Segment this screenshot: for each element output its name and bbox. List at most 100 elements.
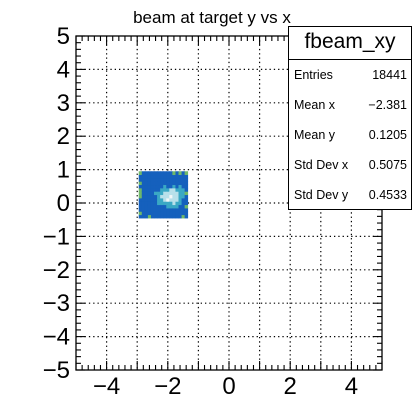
heatmap-cell <box>138 187 143 192</box>
heatmap-cell <box>172 201 176 206</box>
heatmap-cell <box>160 214 164 219</box>
heatmap-cell <box>169 184 173 189</box>
heatmap-cell <box>160 174 164 179</box>
heatmap-cell <box>184 214 189 219</box>
heatmap-cell <box>157 177 161 182</box>
heatmap-cell <box>178 184 182 189</box>
heatmap-cell <box>169 171 173 176</box>
heatmap-cell <box>166 171 170 176</box>
stats-value: 18441 <box>372 68 407 82</box>
heatmap-cell <box>147 197 152 202</box>
heatmap-cell <box>178 214 182 219</box>
y-tick-label: −2 <box>43 257 70 284</box>
heatmap-cell <box>154 211 158 216</box>
heatmap-cell <box>157 214 161 219</box>
heatmap-cell <box>166 184 170 189</box>
y-tick-label: 3 <box>57 90 70 117</box>
heatmap-cell <box>147 181 152 186</box>
heatmap-cell <box>181 174 186 179</box>
heatmap-cell <box>154 208 158 212</box>
heatmap-cell <box>184 197 189 202</box>
x-tick-labels: −4 −2 0 2 4 <box>93 373 358 397</box>
heatmap-cell <box>172 187 176 192</box>
heatmap-cell <box>166 187 170 192</box>
stats-label: Mean x <box>294 98 335 112</box>
heatmap-cell <box>178 201 182 206</box>
stats-title: fbeam_xy <box>289 27 411 60</box>
heatmap-cell <box>147 194 152 199</box>
heatmap-cell <box>175 214 179 219</box>
heatmap-cell <box>154 194 158 199</box>
heatmap-cell <box>141 177 146 182</box>
heatmap-cell <box>178 204 182 209</box>
stats-label: Entries <box>294 68 333 82</box>
heatmap-cell <box>172 197 176 202</box>
heatmap-cell <box>160 201 164 206</box>
heatmap-cell <box>163 201 167 206</box>
heatmap-cell <box>175 208 179 212</box>
heatmap-cell <box>154 197 158 202</box>
heatmap-cell <box>178 177 182 182</box>
heatmap-cell <box>160 187 164 192</box>
heatmap-cell <box>150 194 155 199</box>
heatmap-cell <box>166 211 170 216</box>
heatmap-cell <box>169 194 173 199</box>
heatmap-cell <box>181 191 186 196</box>
heatmap-cell <box>157 187 161 192</box>
heatmap-cell <box>150 214 155 219</box>
heatmap-cell <box>172 171 176 176</box>
heatmap-cell <box>138 177 143 182</box>
heatmap-cell <box>178 181 182 186</box>
heatmap-cell <box>172 214 176 219</box>
heatmap-cell <box>144 211 149 216</box>
heatmap-cell <box>175 191 179 196</box>
heatmap-cell <box>154 174 158 179</box>
heatmap-cell <box>163 181 167 186</box>
stats-box: fbeam_xy Entries 18441 Mean x −2.381 Mea… <box>288 26 412 210</box>
heatmap-cell <box>144 204 149 209</box>
heatmap-cell <box>160 208 164 212</box>
heatmap-cell <box>178 187 182 192</box>
heatmap-cell <box>160 177 164 182</box>
heatmap-cell <box>150 184 155 189</box>
heatmap-cell <box>169 181 173 186</box>
heatmap-cell <box>184 208 189 212</box>
heatmap-cell <box>181 177 186 182</box>
heatmap-cell <box>138 197 143 202</box>
heatmap-cell <box>138 204 143 209</box>
y-tick-label: 2 <box>57 123 70 150</box>
x-tick-label: −4 <box>93 373 120 397</box>
y-tick-labels: 5 4 3 2 1 0 −1 −2 −3 −4 −5 <box>43 23 70 384</box>
heatmap-cell <box>138 181 143 186</box>
heatmap-cell <box>166 194 170 199</box>
heatmap-cell <box>154 177 158 182</box>
heatmap-cell <box>172 181 176 186</box>
heatmap-cell <box>157 204 161 209</box>
heatmap-cell <box>141 187 146 192</box>
heatmap-cell <box>141 171 146 176</box>
heatmap-cell <box>150 201 155 206</box>
heatmap-cell <box>150 181 155 186</box>
heatmap-cell <box>184 211 189 216</box>
heatmap-cell <box>160 184 164 189</box>
heatmap-cell <box>157 181 161 186</box>
heatmap-cell <box>144 187 149 192</box>
heatmap-cell <box>147 184 152 189</box>
heatmap-cell <box>175 201 179 206</box>
heatmap-cell <box>181 194 186 199</box>
heatmap-cell <box>178 197 182 202</box>
heatmap-cell <box>160 191 164 196</box>
heatmap-cell <box>138 191 143 196</box>
heatmap-cell <box>147 214 152 219</box>
heatmap-cell <box>157 194 161 199</box>
heatmap-cell <box>181 181 186 186</box>
stats-row-mean-x: Mean x −2.381 <box>289 90 411 120</box>
heatmap-cell <box>150 191 155 196</box>
heatmap-cell <box>147 211 152 216</box>
heatmap-cell <box>144 191 149 196</box>
heatmap-cell <box>175 211 179 216</box>
heatmap-cell <box>184 191 189 196</box>
heatmap-cell <box>138 194 143 199</box>
heatmap-cell <box>154 191 158 196</box>
stats-label: Mean y <box>294 128 335 142</box>
